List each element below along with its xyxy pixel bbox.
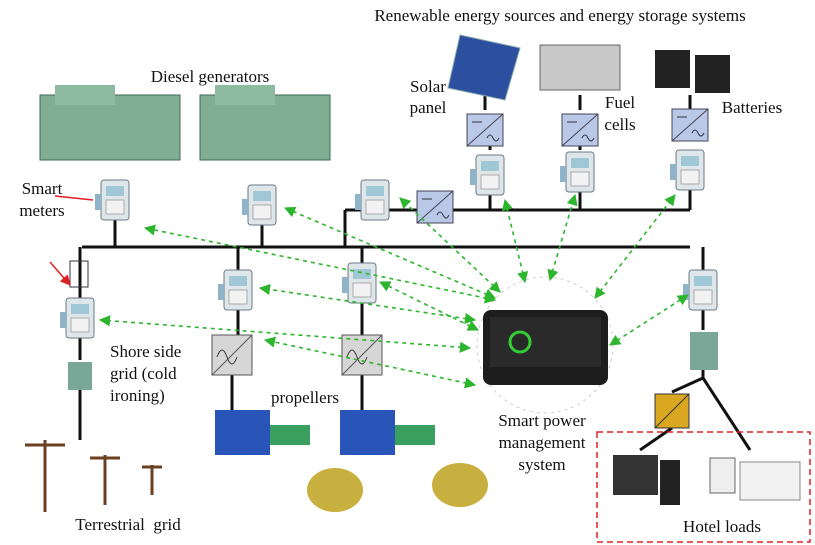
label: Hotel loads	[683, 517, 761, 536]
label: Batteries	[722, 98, 782, 117]
label: Fuel	[605, 93, 636, 112]
label: ironing)	[110, 386, 165, 405]
transformers	[68, 332, 718, 390]
sources	[447, 34, 730, 101]
red-arrows	[49, 195, 94, 285]
label: Shore side	[110, 342, 181, 361]
poles	[25, 440, 162, 512]
label: Smart	[22, 179, 63, 198]
hotel-loads	[613, 455, 801, 505]
label: meters	[19, 201, 64, 220]
label: propellers	[271, 388, 339, 407]
meters	[59, 149, 718, 339]
label: Smart power	[498, 411, 586, 430]
label: system	[518, 455, 565, 474]
label: cells	[604, 115, 635, 134]
label: Diesel generators	[151, 67, 269, 86]
hotel-box	[596, 431, 811, 543]
label: panel	[410, 98, 447, 117]
title: Renewable energy sources and energy stor…	[374, 6, 745, 25]
generators	[39, 85, 331, 161]
converters	[211, 108, 709, 429]
label: management	[499, 433, 586, 452]
green-arrows	[98, 193, 689, 389]
label: Terrestrial grid	[75, 515, 181, 534]
label: Solar	[410, 77, 446, 96]
label: grid (cold	[110, 364, 177, 383]
propellers	[215, 410, 488, 512]
